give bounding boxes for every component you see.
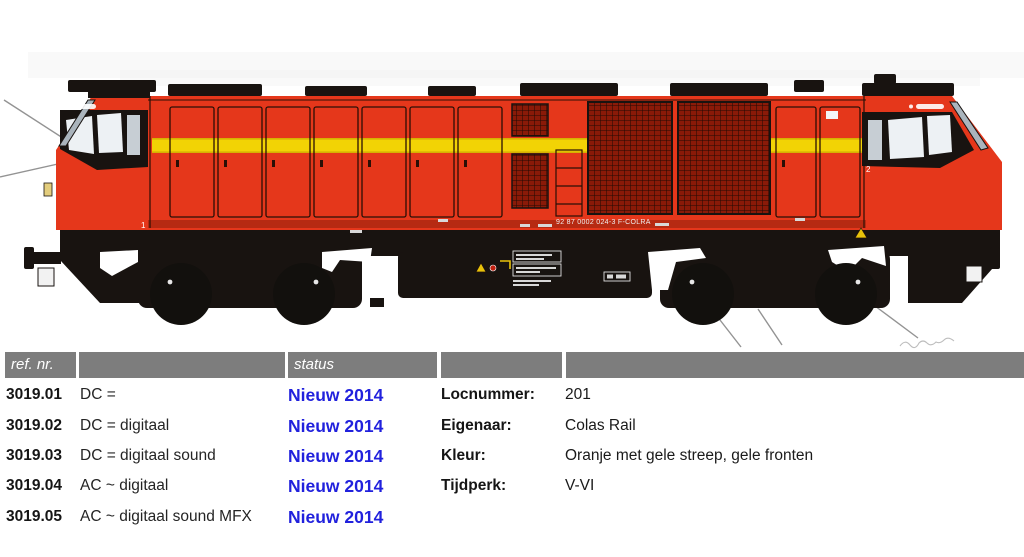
spec-value: Colas Rail bbox=[565, 417, 636, 434]
column-header-spacer-1 bbox=[79, 352, 285, 378]
locomotive-illustration: 1 2 92 87 0002 024-3 F-COLRA bbox=[0, 52, 1024, 349]
status-text: Nieuw 2014 bbox=[288, 446, 384, 466]
spec-value: Oranje met gele streep, gele fronten bbox=[565, 447, 814, 464]
frame-markings: 92 87 0002 024-3 F-COLRA bbox=[350, 218, 868, 286]
ref-nr: 3019.02 bbox=[6, 417, 63, 434]
variant-desc: AC ~ digitaal sound MFX bbox=[80, 508, 252, 525]
rear-step-plate bbox=[965, 265, 983, 283]
yellow-stripe bbox=[152, 138, 866, 153]
variant-row: 3019.04 AC ~ digitaal Nieuw 2014 Tijdper… bbox=[0, 471, 1024, 501]
ladder bbox=[555, 149, 583, 217]
locomotive-image: 1 2 92 87 0002 024-3 F-COLRA bbox=[0, 52, 1024, 349]
front-step-plate bbox=[37, 267, 55, 287]
ref-nr: 3019.04 bbox=[6, 477, 63, 494]
body-doors bbox=[169, 106, 861, 218]
variant-row: 3019.02 DC = digitaal Nieuw 2014 Eigenaa… bbox=[0, 411, 1024, 441]
variant-row: 3019.03 DC = digitaal sound Nieuw 2014 K… bbox=[0, 441, 1024, 471]
cab-number-front: 1 bbox=[141, 221, 146, 230]
uic-number: 92 87 0002 024-3 F-COLRA bbox=[556, 219, 651, 226]
status-text: Nieuw 2014 bbox=[288, 385, 384, 405]
variant-desc: DC = bbox=[80, 386, 116, 403]
spec-label: Kleur: bbox=[441, 447, 486, 464]
scan-artifacts bbox=[28, 52, 1024, 86]
spec-label: Locnummer: bbox=[441, 386, 535, 403]
variant-desc: DC = digitaal sound bbox=[80, 447, 216, 464]
ref-nr: 3019.05 bbox=[6, 508, 63, 525]
variant-desc: DC = digitaal bbox=[80, 417, 170, 434]
variant-row: 3019.05 AC ~ digitaal sound MFX Nieuw 20… bbox=[0, 502, 1024, 532]
ref-nr: 3019.03 bbox=[6, 447, 63, 464]
spec-label: Eigenaar: bbox=[441, 417, 512, 434]
column-header-spacer-3 bbox=[566, 352, 1024, 378]
status-text: Nieuw 2014 bbox=[288, 416, 384, 436]
variant-desc: AC ~ digitaal bbox=[80, 477, 169, 494]
status-text: Nieuw 2014 bbox=[288, 507, 384, 527]
spec-label: Tijdperk: bbox=[441, 477, 507, 494]
handwritten-note bbox=[899, 337, 955, 349]
rear-cab: 2 bbox=[862, 101, 989, 174]
door-window bbox=[826, 111, 838, 119]
door-handles bbox=[176, 160, 785, 167]
front-cab: 1 bbox=[43, 99, 148, 230]
spec-value: 201 bbox=[565, 386, 591, 403]
spec-value: V-VI bbox=[565, 477, 595, 494]
status-text: Nieuw 2014 bbox=[288, 476, 384, 496]
ref-nr: 3019.01 bbox=[6, 386, 63, 403]
cab-number-rear: 2 bbox=[866, 165, 871, 174]
column-header-spacer-2 bbox=[441, 352, 562, 378]
column-header-status: status bbox=[288, 352, 437, 378]
variant-row: 3019.01 DC = Nieuw 2014 Locnummer: 201 bbox=[0, 380, 1024, 410]
roof-vents bbox=[68, 74, 954, 98]
wheels bbox=[150, 263, 877, 325]
column-header-ref-nr: ref. nr. bbox=[5, 352, 76, 378]
radiator-grilles bbox=[511, 101, 771, 215]
bogie-details bbox=[167, 279, 861, 285]
